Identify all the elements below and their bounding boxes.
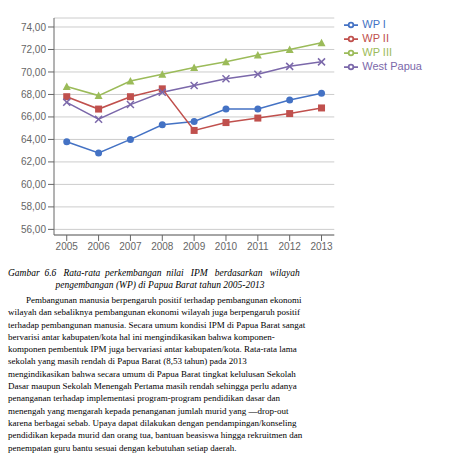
svg-text:2010: 2010 xyxy=(215,241,238,252)
svg-text:58,00: 58,00 xyxy=(21,201,46,212)
html-text:Pembangunan manusia berpengaru: Pembangunan manusia berpengaruh positif … xyxy=(8,295,302,305)
svg-text:62,00: 62,00 xyxy=(21,156,46,167)
svg-text:2009: 2009 xyxy=(183,241,206,252)
svg-text:2008: 2008 xyxy=(151,241,174,252)
svg-text:70,00: 70,00 xyxy=(21,67,46,78)
html-text:terhadap pembangunan manusia.: terhadap pembangunan manusia. Secara umu… xyxy=(8,319,306,330)
html-text:Dasar maupun Sekolah Menengah: Dasar maupun Sekolah Menengah Pertama ma… xyxy=(8,381,297,392)
svg-text:72,00: 72,00 xyxy=(21,44,46,55)
svg-text:66,00: 66,00 xyxy=(21,111,46,122)
html-text:WP II: WP II xyxy=(362,32,389,45)
svg-text:60,00: 60,00 xyxy=(21,179,46,190)
html-text:WP I: WP I xyxy=(362,18,386,30)
html-text:mengindikasikan bahwa secara u: mengindikasikan bahwa secara umum di Pap… xyxy=(8,368,296,379)
svg-text:2006: 2006 xyxy=(87,241,110,252)
html-text:menengah yang mengarah kepada: menengah yang mengarah kepada penanganan… xyxy=(8,405,289,416)
html-text:pendidikan kepada murid dan or: pendidikan kepada murid dan orang tua, b… xyxy=(8,430,303,441)
html-text:bervarisi antar kabupaten/kota: bervarisi antar kabupaten/kota hal ini m… xyxy=(8,331,275,342)
html-text:sekolah yang masih rendah di P: sekolah yang masih rendah di Papua Barat… xyxy=(8,356,247,367)
svg-text:2005: 2005 xyxy=(56,241,79,252)
html-text:West Papua: West Papua xyxy=(362,60,422,73)
svg-text:2013: 2013 xyxy=(310,241,333,252)
html-text:karena berbagai sebab. Upaya d: karena berbagai sebab. Upaya dapat dilak… xyxy=(8,418,297,428)
svg-text:2011: 2011 xyxy=(247,241,269,252)
svg-text:2012: 2012 xyxy=(279,241,302,252)
html-text:pengembangan (WP) di Papua Bar: pengembangan (WP) di Papua Barat tahun 2… xyxy=(8,280,265,290)
svg-text:2007: 2007 xyxy=(119,241,142,252)
html-text:wilayah dan sebaliknya pembang: wilayah dan sebaliknya pembangunan ekono… xyxy=(8,307,300,318)
html-text:penanganan terhadap implementa: penanganan terhadap implementasi program… xyxy=(8,393,280,404)
html-text:komponen pembentuk IPM juga be: komponen pembentuk IPM juga bervariasi a… xyxy=(8,344,297,355)
svg-text:68,00: 68,00 xyxy=(21,89,46,100)
svg-text:74,00: 74,00 xyxy=(21,22,46,33)
html-text:penempatan guru bantu sesuai d: penempatan guru bantu sesuai dengan kebu… xyxy=(8,442,237,453)
svg-text:56,00: 56,00 xyxy=(21,224,46,235)
html-text:WP III: WP III xyxy=(362,46,392,59)
svg-text:64,00: 64,00 xyxy=(21,134,46,145)
html-text:Gambar 6.6 Rata-rata perkemban: Gambar 6.6 Rata-rata perkembangan nilai … xyxy=(8,268,300,278)
